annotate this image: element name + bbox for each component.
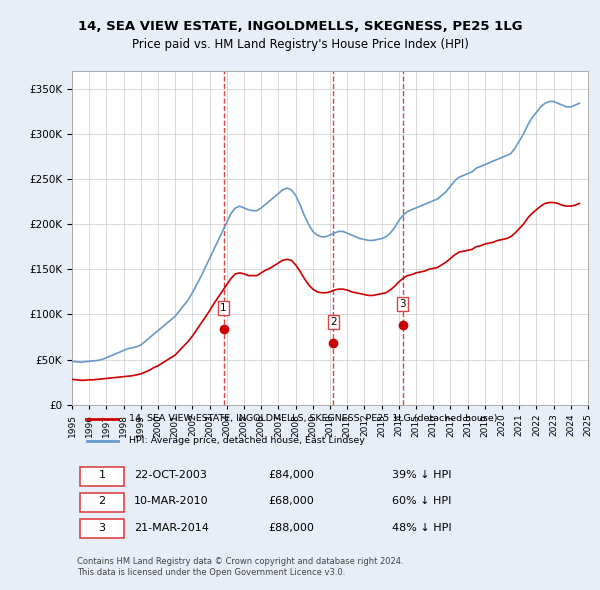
Text: 39% ↓ HPI: 39% ↓ HPI	[392, 470, 451, 480]
Text: £88,000: £88,000	[268, 523, 314, 533]
Text: 3: 3	[98, 523, 106, 533]
Text: 14, SEA VIEW ESTATE, INGOLDMELLS, SKEGNESS, PE25 1LG: 14, SEA VIEW ESTATE, INGOLDMELLS, SKEGNE…	[77, 20, 523, 33]
Text: £84,000: £84,000	[268, 470, 314, 480]
FancyBboxPatch shape	[80, 467, 124, 486]
Text: 14, SEA VIEW ESTATE, INGOLDMELLS, SKEGNESS, PE25 1LG (detached house): 14, SEA VIEW ESTATE, INGOLDMELLS, SKEGNE…	[129, 414, 497, 423]
Text: Price paid vs. HM Land Registry's House Price Index (HPI): Price paid vs. HM Land Registry's House …	[131, 38, 469, 51]
Text: 21-MAR-2014: 21-MAR-2014	[134, 523, 209, 533]
Text: 22-OCT-2003: 22-OCT-2003	[134, 470, 207, 480]
Text: 1: 1	[98, 470, 106, 480]
Text: 48% ↓ HPI: 48% ↓ HPI	[392, 523, 452, 533]
Text: £68,000: £68,000	[268, 496, 314, 506]
FancyBboxPatch shape	[80, 493, 124, 512]
Text: 1: 1	[220, 303, 227, 313]
FancyBboxPatch shape	[80, 519, 124, 538]
Text: 10-MAR-2010: 10-MAR-2010	[134, 496, 209, 506]
Text: 3: 3	[399, 299, 406, 309]
Text: HPI: Average price, detached house, East Lindsey: HPI: Average price, detached house, East…	[129, 436, 365, 445]
Text: 60% ↓ HPI: 60% ↓ HPI	[392, 496, 451, 506]
Text: Contains HM Land Registry data © Crown copyright and database right 2024.
This d: Contains HM Land Registry data © Crown c…	[77, 557, 404, 576]
Text: 2: 2	[330, 317, 337, 327]
Text: 2: 2	[98, 496, 106, 506]
